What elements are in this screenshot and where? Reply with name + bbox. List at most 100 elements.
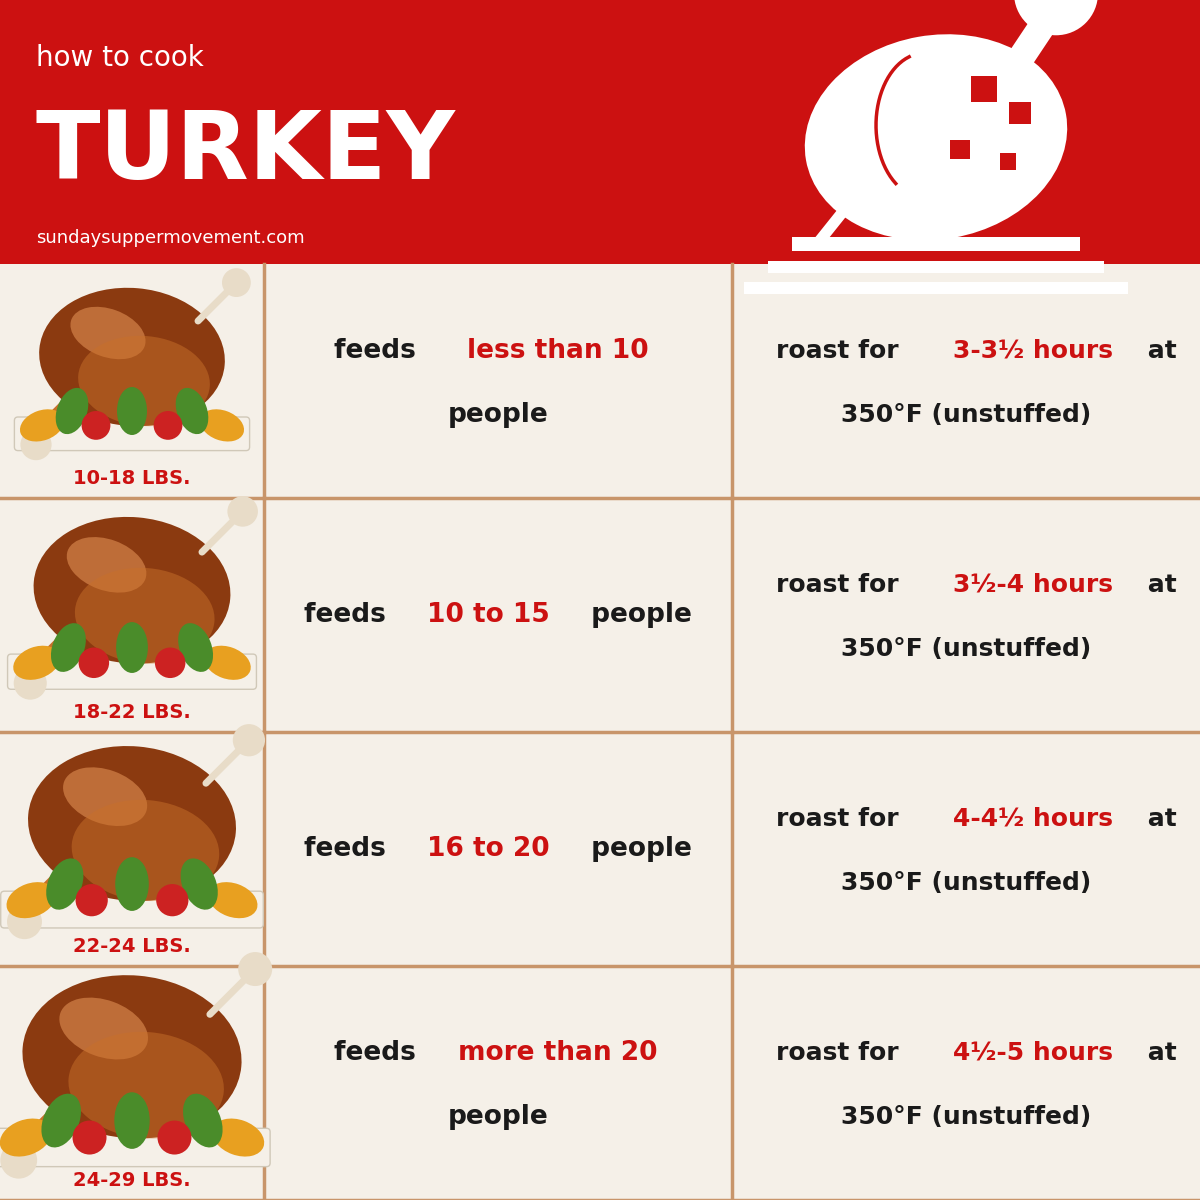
Ellipse shape: [178, 623, 214, 672]
Ellipse shape: [180, 858, 218, 910]
Text: people: people: [448, 1104, 548, 1129]
Text: people: people: [448, 402, 548, 427]
Ellipse shape: [200, 409, 244, 442]
Ellipse shape: [6, 882, 56, 918]
Ellipse shape: [78, 336, 210, 426]
Text: roast for: roast for: [775, 338, 907, 362]
Text: less than 10: less than 10: [467, 338, 648, 364]
Text: 16 to 20: 16 to 20: [427, 836, 550, 862]
Ellipse shape: [68, 1032, 224, 1139]
Ellipse shape: [46, 858, 84, 910]
Text: 350°F (unstuffed): 350°F (unstuffed): [841, 1104, 1091, 1128]
FancyBboxPatch shape: [7, 654, 257, 689]
Ellipse shape: [184, 1093, 222, 1147]
Text: sundaysuppermovement.com: sundaysuppermovement.com: [36, 228, 305, 246]
Text: 350°F (unstuffed): 350°F (unstuffed): [841, 637, 1091, 661]
Text: 4-4½ hours: 4-4½ hours: [953, 806, 1114, 830]
Ellipse shape: [175, 388, 209, 434]
Bar: [0, 498, 1200, 732]
Text: feeds: feeds: [334, 1040, 425, 1066]
Circle shape: [82, 410, 110, 440]
Ellipse shape: [208, 882, 258, 918]
Ellipse shape: [74, 568, 215, 664]
Text: 350°F (unstuffed): 350°F (unstuffed): [841, 871, 1091, 895]
Text: roast for: roast for: [775, 806, 907, 830]
Text: at: at: [1139, 806, 1177, 830]
Ellipse shape: [212, 1118, 264, 1157]
Ellipse shape: [50, 623, 86, 672]
Ellipse shape: [115, 857, 149, 911]
Circle shape: [13, 667, 47, 700]
Circle shape: [78, 648, 109, 678]
Circle shape: [20, 428, 52, 460]
Bar: [744, 282, 1128, 294]
Text: 24-29 LBS.: 24-29 LBS.: [73, 1171, 191, 1190]
Circle shape: [233, 724, 265, 756]
Bar: [971, 76, 997, 102]
Ellipse shape: [204, 646, 251, 680]
Circle shape: [239, 952, 272, 986]
Ellipse shape: [116, 622, 148, 673]
Text: TURKEY: TURKEY: [36, 107, 456, 199]
Text: at: at: [1139, 338, 1177, 362]
Ellipse shape: [40, 288, 224, 426]
Text: 3½-4 hours: 3½-4 hours: [953, 572, 1114, 596]
FancyBboxPatch shape: [0, 1128, 270, 1166]
Circle shape: [154, 410, 182, 440]
Text: 22-24 LBS.: 22-24 LBS.: [73, 937, 191, 956]
FancyBboxPatch shape: [14, 416, 250, 450]
Circle shape: [157, 1121, 192, 1154]
Bar: [792, 236, 1080, 251]
Text: more than 20: more than 20: [457, 1040, 658, 1066]
Text: people: people: [582, 602, 691, 628]
Polygon shape: [984, 17, 1056, 101]
Circle shape: [222, 268, 251, 296]
Text: 3-3½ hours: 3-3½ hours: [953, 338, 1114, 362]
Bar: [1009, 102, 1031, 124]
Text: at: at: [1139, 572, 1177, 596]
Circle shape: [156, 884, 188, 917]
Text: feeds: feeds: [304, 602, 395, 628]
Ellipse shape: [64, 767, 148, 826]
Ellipse shape: [118, 386, 148, 434]
Ellipse shape: [67, 538, 146, 593]
Circle shape: [72, 1121, 107, 1154]
Text: feeds: feeds: [304, 836, 395, 862]
Ellipse shape: [114, 1092, 150, 1148]
Bar: [0, 0, 1200, 264]
Ellipse shape: [55, 388, 89, 434]
Circle shape: [76, 884, 108, 917]
Text: how to cook: how to cook: [36, 44, 204, 72]
Text: 4½-5 hours: 4½-5 hours: [953, 1040, 1114, 1066]
Ellipse shape: [28, 746, 236, 901]
Ellipse shape: [34, 517, 230, 664]
Ellipse shape: [42, 1093, 80, 1147]
Circle shape: [228, 496, 258, 527]
Bar: [1000, 152, 1016, 169]
Circle shape: [1014, 0, 1098, 35]
Ellipse shape: [805, 35, 1067, 240]
Ellipse shape: [0, 1118, 52, 1157]
Ellipse shape: [71, 307, 145, 359]
Bar: [0, 966, 1200, 1200]
Text: 10 to 15: 10 to 15: [427, 602, 550, 628]
Text: people: people: [582, 836, 691, 862]
Text: 18-22 LBS.: 18-22 LBS.: [73, 703, 191, 722]
Ellipse shape: [13, 646, 60, 680]
Ellipse shape: [20, 409, 64, 442]
FancyBboxPatch shape: [1, 892, 263, 928]
Text: feeds: feeds: [334, 338, 425, 364]
Ellipse shape: [23, 976, 241, 1139]
Text: roast for: roast for: [775, 572, 907, 596]
Circle shape: [0, 1141, 37, 1178]
Bar: [768, 260, 1104, 272]
Text: 10-18 LBS.: 10-18 LBS.: [73, 469, 191, 488]
Text: 350°F (unstuffed): 350°F (unstuffed): [841, 403, 1091, 426]
Bar: [0, 264, 1200, 498]
Circle shape: [155, 648, 186, 678]
Bar: [0, 732, 1200, 966]
Text: at: at: [1139, 1040, 1177, 1066]
Ellipse shape: [72, 800, 220, 901]
Ellipse shape: [59, 997, 148, 1060]
Text: roast for: roast for: [775, 1040, 907, 1066]
